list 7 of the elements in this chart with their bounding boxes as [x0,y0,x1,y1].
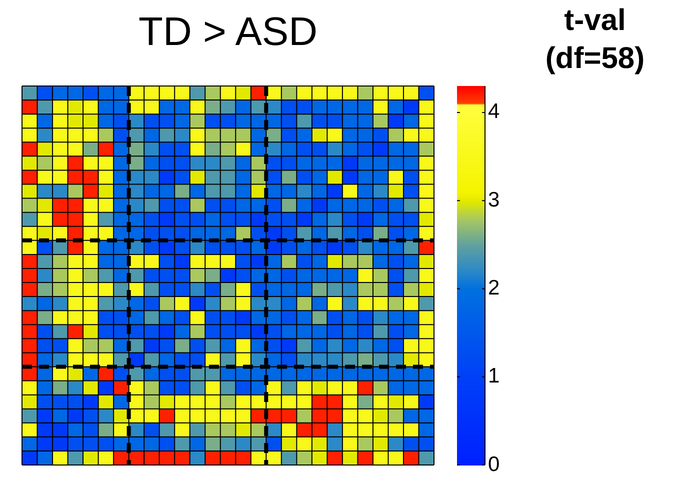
color-bar-label: 1 [488,364,500,388]
color-bar-label: 4 [488,100,500,124]
color-bar-label: 0 [488,452,500,476]
chart-title: TD > ASD [138,9,318,56]
color-bar-label: 2 [488,276,500,300]
color-bar-label: 3 [488,188,500,212]
color-bar-title: t-val (df=58) [544,3,646,77]
